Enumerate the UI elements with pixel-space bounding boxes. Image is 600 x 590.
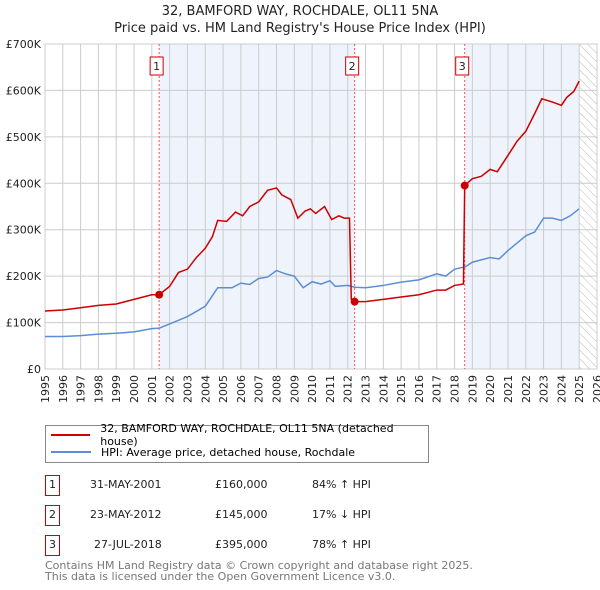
x-tick-label: 2002: [164, 375, 177, 403]
x-tick-label: 2014: [377, 375, 390, 403]
y-tick-label: £0: [27, 363, 41, 376]
sale-date: 31-MAY-2001: [90, 478, 162, 491]
x-tick-label: 2003: [181, 375, 194, 403]
footer-line: Contains HM Land Registry data © Crown c…: [45, 559, 473, 572]
x-tick-label: 1999: [110, 375, 123, 403]
x-tick-label: 2024: [555, 375, 568, 403]
sale-price: £145,000: [215, 508, 268, 521]
sale-number: 2: [45, 505, 60, 526]
legend-label: HPI: Average price, detached house, Roch…: [101, 445, 356, 459]
x-tick-label: 2025: [573, 375, 586, 403]
x-tick-label: 2016: [413, 375, 426, 403]
sale-hpi-diff: 17% ↓ HPI: [312, 508, 371, 521]
x-tick-label: 2017: [431, 375, 444, 403]
y-tick-label: £500K: [6, 131, 42, 144]
chart-title: 32, BAMFORD WAY, ROCHDALE, OL11 5NA: [161, 4, 439, 19]
shaded-period: [464, 44, 580, 369]
y-tick-label: £700K: [6, 38, 42, 51]
sale-label: 1: [153, 60, 160, 73]
y-tick-label: £400K: [6, 177, 42, 190]
x-tick-label: 2006: [235, 375, 248, 403]
property-price-line: [44, 80, 580, 312]
sale-date: 23-MAY-2012: [90, 508, 162, 521]
x-tick-label: 1996: [57, 375, 70, 403]
y-tick-label: £200K: [6, 270, 42, 283]
plot-border: [44, 43, 598, 370]
chart-subtitle: Price paid vs. HM Land Registry's House …: [114, 21, 486, 36]
sale-hpi-diff: 84% ↑ HPI: [312, 478, 371, 491]
sale-label-box: [455, 56, 470, 76]
x-tick-label: 2020: [484, 375, 497, 403]
footer: Contains HM Land Registry data © Crown c…: [45, 560, 473, 582]
y-tick-label: £300K: [6, 224, 42, 237]
sale-number: 3: [45, 535, 60, 556]
legend-swatch: [51, 434, 91, 436]
legend-item-hpi: HPI: Average price, detached house, Roch…: [51, 444, 355, 460]
x-tick-label: 2022: [520, 375, 533, 403]
x-tick-label: 2000: [128, 375, 141, 403]
x-tick-label: 2012: [342, 375, 355, 403]
x-tick-label: 2010: [306, 375, 319, 403]
x-tick-label: 2001: [146, 375, 159, 403]
footer-line: This data is licensed under the Open Gov…: [45, 570, 396, 583]
sale-point: [460, 181, 469, 190]
sale-label: 3: [459, 60, 466, 73]
x-tick-label: 2008: [270, 375, 283, 403]
x-tick-label: 2009: [288, 375, 301, 403]
sale-hpi-diff: 78% ↑ HPI: [312, 538, 371, 551]
x-tick-label: 2013: [360, 375, 373, 403]
legend-item-property: 32, BAMFORD WAY, ROCHDALE, OL11 5NA (det…: [51, 422, 428, 448]
legend-label: 32, BAMFORD WAY, ROCHDALE, OL11 5NA (det…: [100, 422, 394, 448]
x-tick-label: 2007: [253, 375, 266, 403]
plot-area: 1995 1996 1997 1998 1999 2000 2001 2002 2003 2004…: [6, 38, 600, 403]
x-tick-label: 2005: [217, 375, 230, 403]
sale-point: [155, 290, 164, 299]
sale-label: 2: [349, 60, 356, 73]
sale-date: 27-JUL-2018: [94, 538, 162, 551]
x-tick-label: 2018: [449, 375, 462, 403]
sale-price: £395,000: [215, 538, 268, 551]
legend: 32, BAMFORD WAY, ROCHDALE, OL11 5NA (det…: [45, 422, 429, 463]
x-tick-label: 2004: [199, 375, 212, 403]
x-tick-label: 2011: [324, 375, 337, 403]
y-tick-label: £100K: [6, 317, 42, 330]
legend-swatch: [51, 451, 91, 453]
x-tick-label: 1998: [92, 375, 105, 403]
sale-point: [350, 297, 359, 306]
sale-label-box: [149, 56, 164, 76]
y-tick-label: £600K: [6, 84, 42, 97]
x-tick-label: 1997: [75, 375, 88, 403]
x-tick-label: 1995: [39, 375, 52, 403]
x-tick-label: 2019: [466, 375, 479, 403]
x-tick-label: 2026: [591, 375, 600, 403]
x-tick-label: 2015: [395, 375, 408, 403]
sale-price: £160,000: [215, 478, 268, 491]
sale-label-box: [345, 56, 360, 76]
x-tick-label: 2023: [538, 375, 551, 403]
hpi-line: [45, 208, 580, 338]
forecast-hatch: [579, 44, 597, 369]
x-tick-label: 2021: [502, 375, 515, 403]
sale-number: 1: [45, 475, 60, 496]
